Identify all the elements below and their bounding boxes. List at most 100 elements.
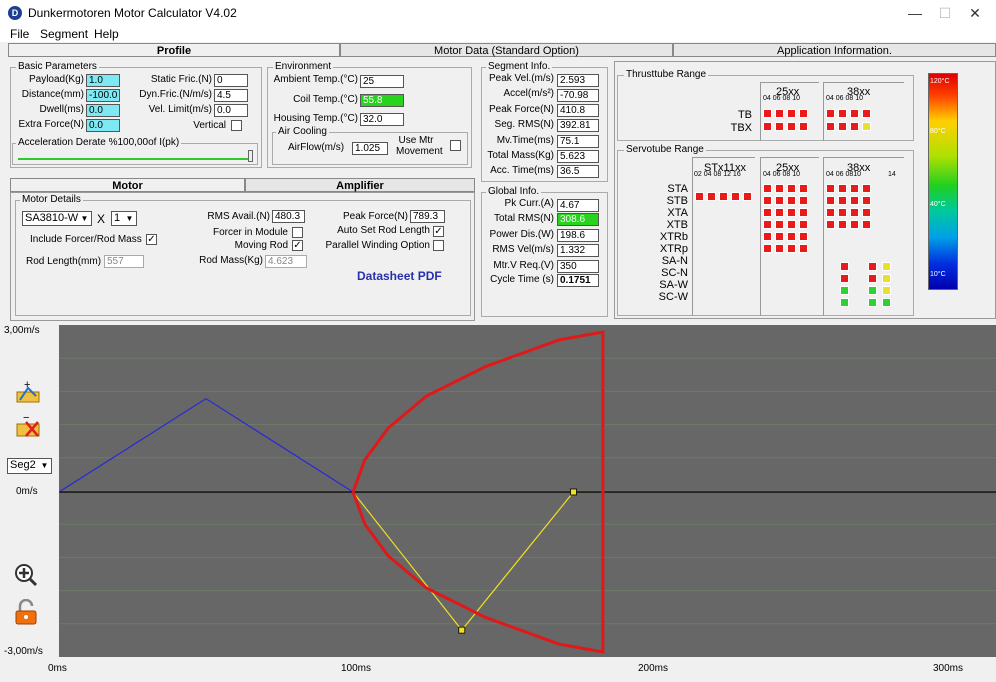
servo-row-label: SA-W (659, 279, 688, 291)
window-title: Dunkermotoren Motor Calculator V4.02 (28, 6, 237, 20)
ambient-temp-label: Ambient Temp.(°C) (273, 74, 358, 85)
menu-segment[interactable]: Segment (40, 27, 89, 41)
power-dis-field: 198.6 (557, 229, 599, 242)
thrusttube-range-group (617, 75, 914, 141)
thrust-25xx-title: 25xx (776, 86, 800, 98)
zoom-in-icon (15, 564, 38, 587)
include-mass-checkbox[interactable]: ✓ (146, 234, 157, 245)
servo-indicator-38xx-low (868, 286, 877, 295)
tab-application-info[interactable]: Application Information. (673, 43, 996, 57)
dyn-fric-label: Dyn.Fric.(N/m/s) (139, 89, 212, 100)
motor-peak-force-field: 789.3 (410, 210, 445, 223)
dwell-field[interactable]: 0.0 (86, 104, 120, 117)
close-button[interactable]: ✕ (969, 5, 981, 21)
parallel-winding-checkbox[interactable] (433, 240, 444, 251)
servo-indicator-38xx-low (840, 274, 849, 283)
servo-col-25xx (760, 157, 819, 316)
segment-point-marker (458, 626, 466, 634)
servo-indicator-25xx (775, 184, 784, 193)
servo-row-label: XTRb (659, 231, 688, 243)
thrust-indicator-25xx (763, 122, 772, 131)
servotube-range-title: Servotube Range (624, 144, 706, 155)
motor-model-select[interactable]: SA3810-W ▼ (22, 211, 92, 226)
servo-indicator-stx (707, 192, 716, 201)
air-cooling-group (272, 132, 468, 165)
accel-derate-slider[interactable] (18, 158, 248, 160)
segment-select-value: Seg2 (10, 459, 36, 471)
vertical-label: Vertical (193, 120, 226, 131)
thrust-indicator-25xx (787, 109, 796, 118)
tab-motor[interactable]: Motor (10, 178, 245, 192)
servo-indicator-25xx (775, 196, 784, 205)
housing-temp-field: 32.0 (360, 113, 404, 126)
minimize-button[interactable]: — (908, 5, 922, 21)
environment-title: Environment (273, 61, 334, 72)
svg-text:+: + (24, 380, 30, 391)
total-rms-label: Total RMS(N) (493, 213, 554, 224)
menu-bar (0, 26, 996, 42)
x-tick-200: 200ms (638, 663, 669, 674)
lock-button[interactable] (14, 598, 38, 625)
distance-field[interactable]: -100.0 (86, 89, 120, 102)
use-mtr-movement-checkbox[interactable] (450, 140, 461, 151)
static-fric-label: Static Fric.(N) (150, 74, 212, 85)
servo-indicator-38xx (838, 220, 847, 229)
tab-amplifier[interactable]: Amplifier (245, 178, 475, 192)
segment-point-marker (570, 488, 577, 496)
static-fric-field[interactable]: 0 (214, 74, 248, 87)
pk-curr-field: 4.67 (557, 199, 599, 212)
accel-derate-slider-handle[interactable] (248, 150, 253, 162)
ambient-temp-field[interactable]: 25 (360, 75, 404, 88)
dyn-fric-field[interactable]: 4.5 (214, 89, 248, 102)
add-segment-button[interactable]: + (14, 379, 42, 406)
delete-segment-button[interactable]: − (14, 412, 42, 440)
y-tick-bottom: -3,00m/s (4, 646, 43, 657)
rod-length-field[interactable]: 557 (104, 255, 144, 268)
velocity-plot[interactable] (58, 325, 996, 657)
accel-derate-label: Acceleration Derate %100,00of I(pk) (16, 137, 182, 148)
coil-temp-label: Coil Temp.(°C) (293, 94, 358, 105)
servo-indicator-38xx (862, 220, 871, 229)
servo-38xx-sizes: 04 06 0810 (826, 171, 862, 178)
power-dis-label: Power Dis.(W) (489, 229, 554, 240)
vertical-checkbox[interactable] (231, 120, 242, 131)
auto-set-rod-checkbox[interactable]: ✓ (433, 226, 444, 237)
maximize-button[interactable]: ☐ (938, 5, 952, 21)
x-tick-100: 100ms (341, 663, 372, 674)
y-tick-zero: 0m/s (16, 486, 38, 497)
total-mass-field: 5.623 (557, 150, 599, 163)
tab-motor-data[interactable]: Motor Data (Standard Option) (340, 43, 673, 57)
servo-indicator-25xx (787, 208, 796, 217)
vel-limit-field[interactable]: 0.0 (214, 104, 248, 117)
svg-text:−: − (23, 414, 29, 424)
servo-indicator-25xx (787, 220, 796, 229)
thrust-indicator-38xx (826, 109, 835, 118)
motor-count-select[interactable]: 1 ▼ (111, 211, 137, 226)
servo-indicator-25xx (787, 244, 796, 253)
forcer-in-module-checkbox[interactable] (292, 227, 303, 238)
servo-indicator-25xx (799, 220, 808, 229)
servo-indicator-38xx (850, 196, 859, 205)
menu-file[interactable]: File (10, 27, 30, 41)
thrust-col-38xx (823, 82, 904, 141)
zoom-button[interactable] (14, 563, 38, 587)
forcer-in-module-label: Forcer in Module (212, 227, 288, 238)
datasheet-pdf-link[interactable]: Datasheet PDF (357, 269, 442, 283)
segment-select[interactable]: Seg2 ▼ (7, 458, 52, 474)
payload-field[interactable]: 1.0 (86, 74, 120, 87)
airflow-field[interactable]: 1.025 (352, 142, 388, 155)
extra-force-field[interactable]: 0.0 (86, 119, 120, 132)
thrust-row-tb: TB (737, 109, 752, 121)
tab-profile[interactable]: Profile (8, 43, 340, 57)
unlock-icon (15, 598, 37, 625)
moving-rod-checkbox[interactable]: ✓ (292, 240, 303, 251)
servo-indicator-38xx (826, 220, 835, 229)
menu-help[interactable]: Help (94, 27, 119, 41)
delete-segment-icon: − (16, 412, 40, 437)
seg-peak-force-label: Peak Force(N) (488, 104, 554, 115)
rms-vel-field: 1.332 (557, 244, 599, 257)
servo-indicator-38xx-low (882, 274, 891, 283)
servo-row-label: SA-N (661, 255, 688, 267)
x-tick-300: 300ms (933, 663, 964, 674)
thrust-col-25xx (760, 82, 819, 141)
